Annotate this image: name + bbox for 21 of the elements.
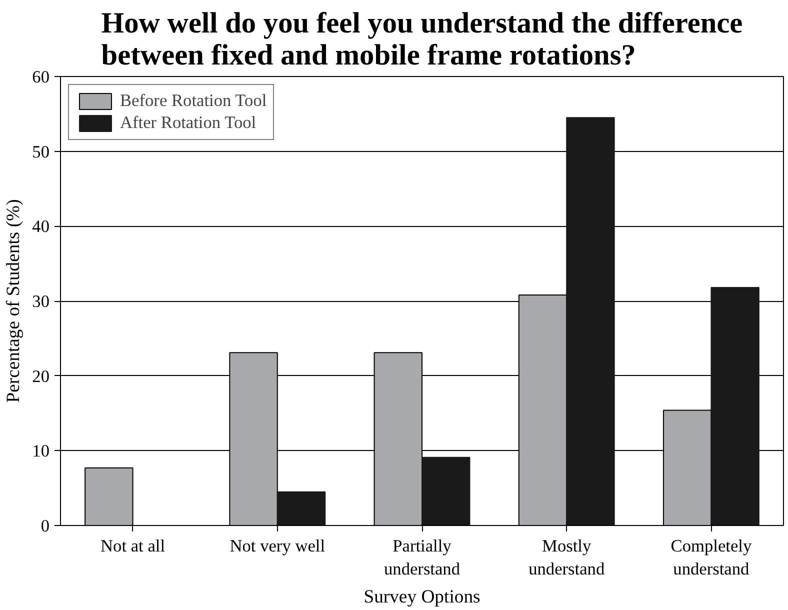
y-tick-label: 30	[32, 292, 50, 311]
y-axis-title: Percentage of Students (%)	[3, 199, 24, 403]
y-tick-label: 60	[32, 68, 50, 86]
x-axis-title: Survey Options	[364, 586, 480, 608]
x-tick-label: Mostly understand	[528, 536, 605, 578]
y-tick-label: 0	[40, 516, 50, 536]
x-tick-label: Not at all	[100, 536, 166, 556]
bar	[710, 287, 760, 526]
bar	[276, 491, 326, 526]
x-tick-label: Not very well	[230, 536, 326, 556]
y-tick-label: 50	[32, 142, 50, 162]
y-tick-label: 20	[32, 366, 50, 386]
legend-label: Before Rotation Tool	[120, 91, 267, 111]
y-tick-label: 10	[32, 442, 50, 461]
chart-title: How well do you feel you understand the difference between fixed and mobile frame rotations?	[101, 8, 743, 72]
legend-label: After Rotation Tool	[120, 113, 256, 133]
bar	[422, 456, 470, 526]
bar	[566, 117, 615, 526]
y-tick-label: 40	[32, 217, 50, 236]
x-tick-label: Partially understand	[384, 536, 460, 578]
x-tick-label: Completely understand	[670, 536, 752, 578]
